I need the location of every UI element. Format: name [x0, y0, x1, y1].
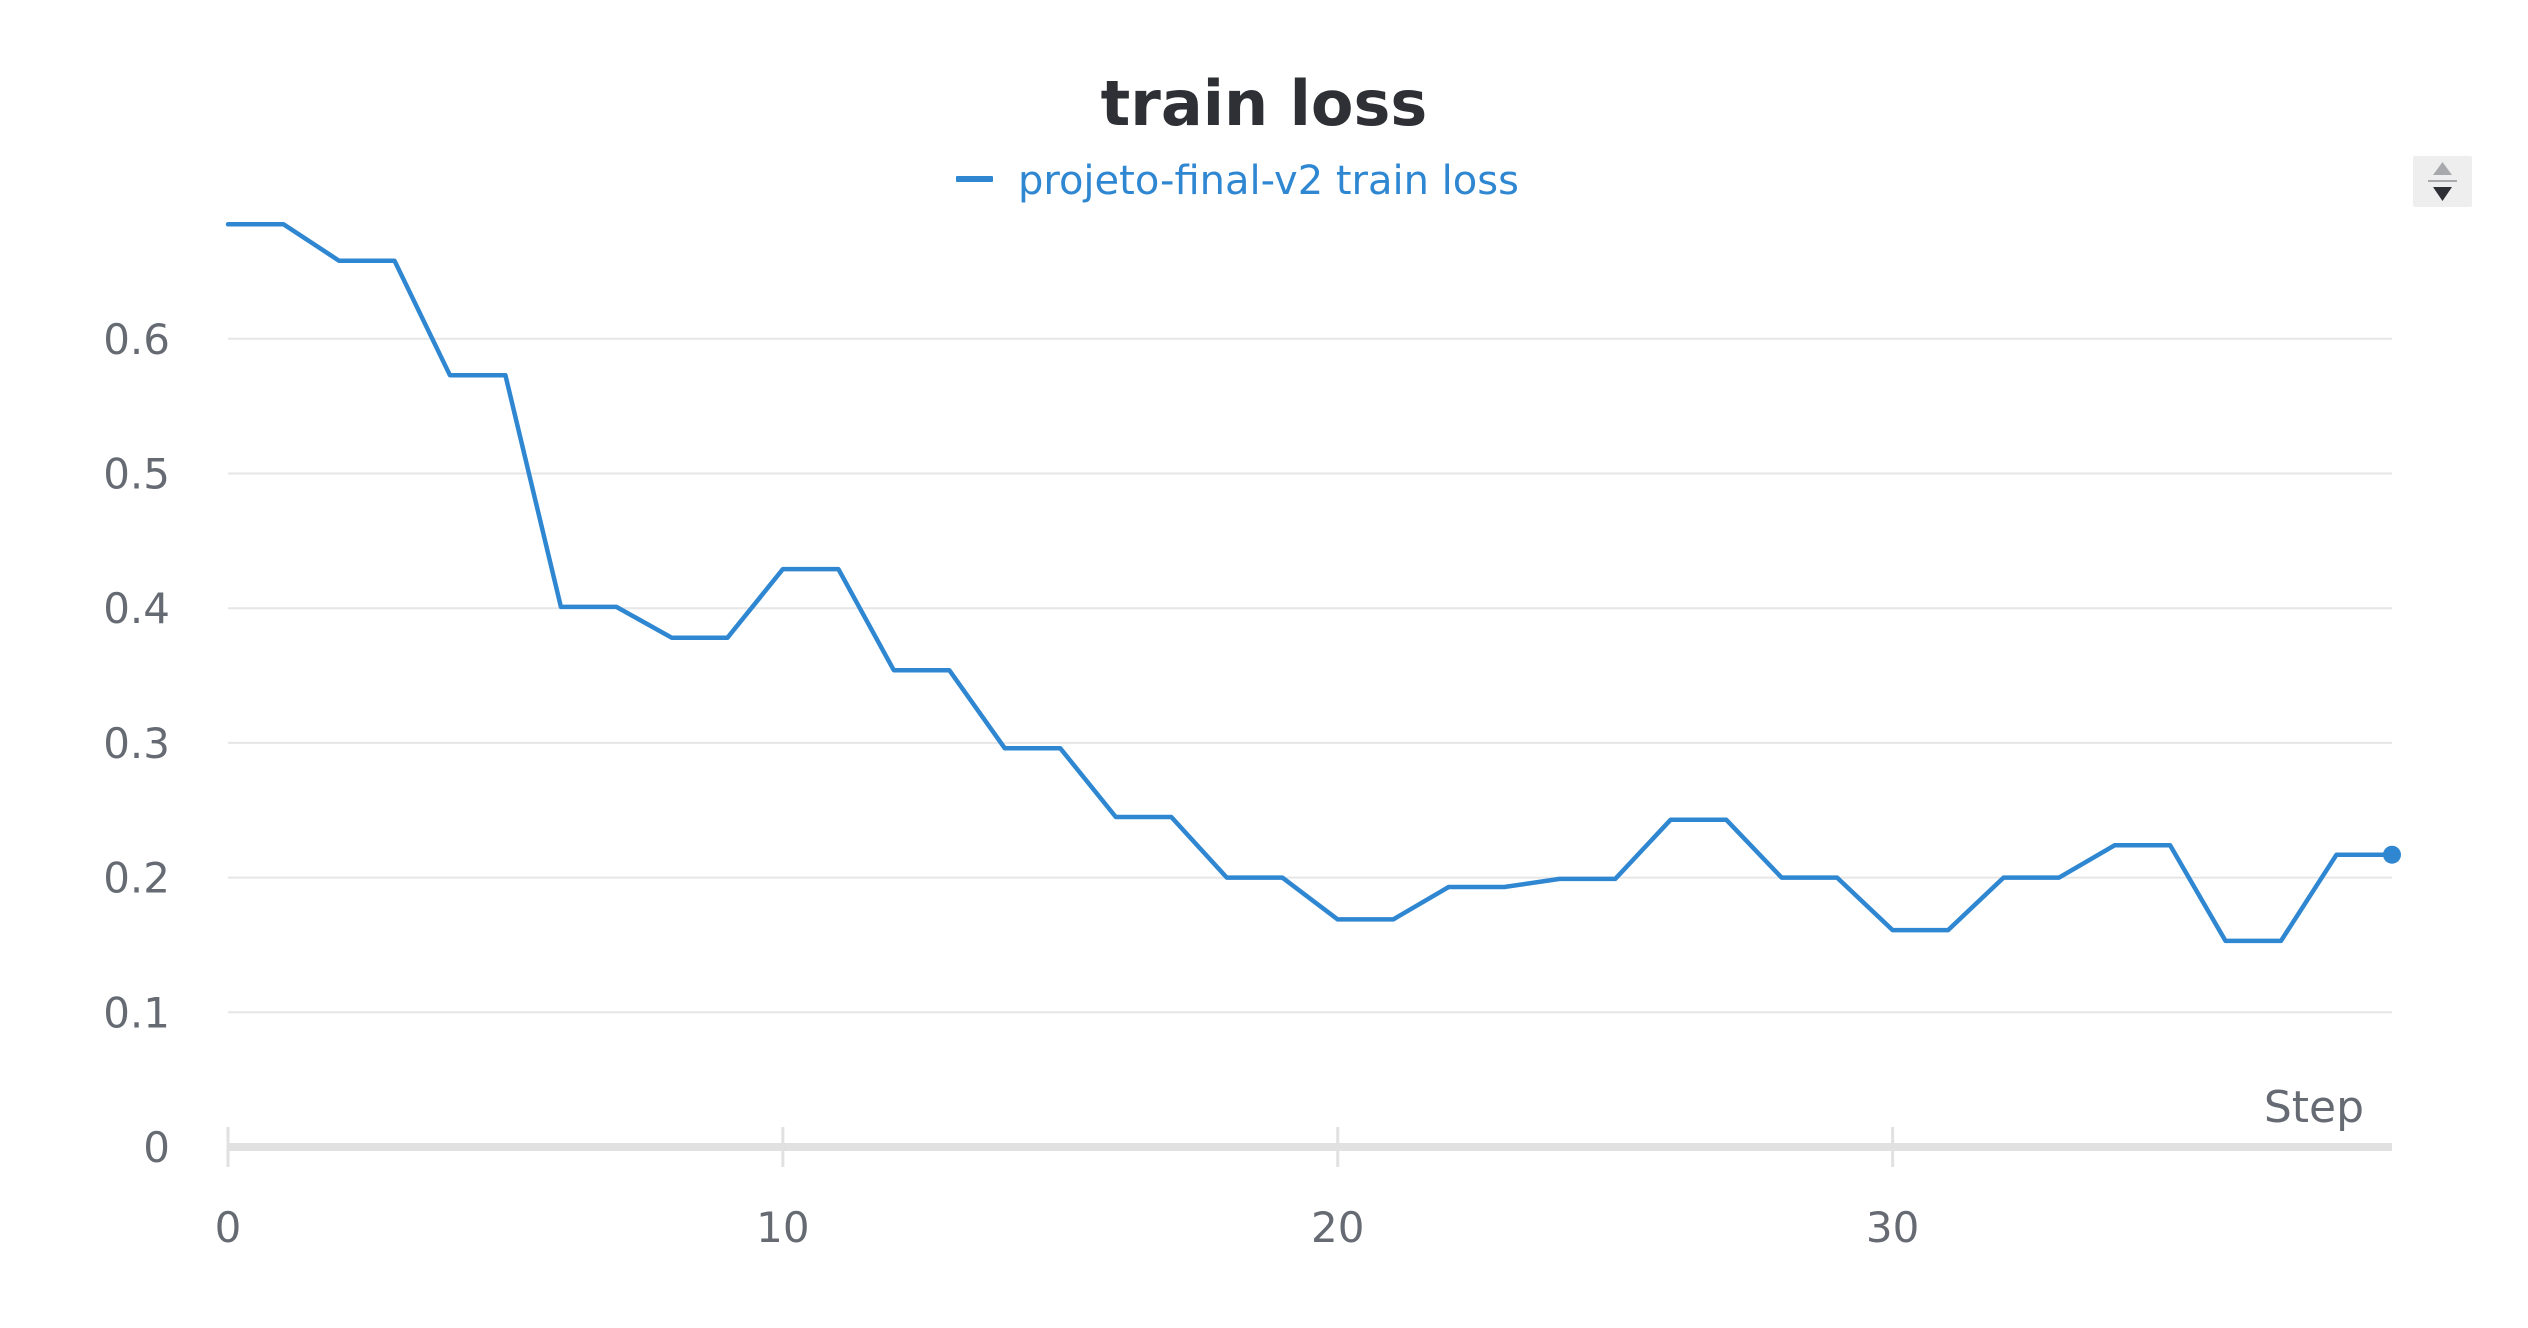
y-tick-label: 0: [143, 1123, 170, 1172]
series-end-point: [2383, 845, 2401, 864]
y-tick-label: 0.6: [103, 315, 170, 364]
legend-swatch: [956, 176, 993, 182]
y-tick-label: 0.2: [103, 854, 170, 903]
x-axis-label: Step: [2264, 1082, 2364, 1133]
x-tick-label: 20: [1311, 1203, 1364, 1252]
legend: projeto-final-v2 train loss: [956, 158, 1519, 204]
y-axis-ticks: 0 0.1 0.2 0.3 0.4 0.5 0.6: [103, 315, 170, 1172]
grid: [228, 337, 2392, 1014]
y-tick-label: 0.3: [103, 719, 170, 768]
legend-label: projeto-final-v2 train loss: [1018, 158, 1519, 204]
x-tick-label: 10: [756, 1203, 809, 1252]
y-tick-label: 0.1: [103, 988, 170, 1037]
y-tick-label: 0.5: [103, 450, 170, 499]
y-tick-label: 0.4: [103, 584, 170, 633]
up-down-arrows-icon[interactable]: [2413, 156, 2472, 207]
x-tick-label: 30: [1866, 1203, 1919, 1252]
x-tick-label: 0: [215, 1203, 242, 1252]
series: [225, 222, 2401, 944]
chart-title: train loss: [1101, 67, 1428, 140]
series-line: [225, 222, 2395, 944]
x-axis: 0 10 20 30: [215, 1127, 2392, 1252]
